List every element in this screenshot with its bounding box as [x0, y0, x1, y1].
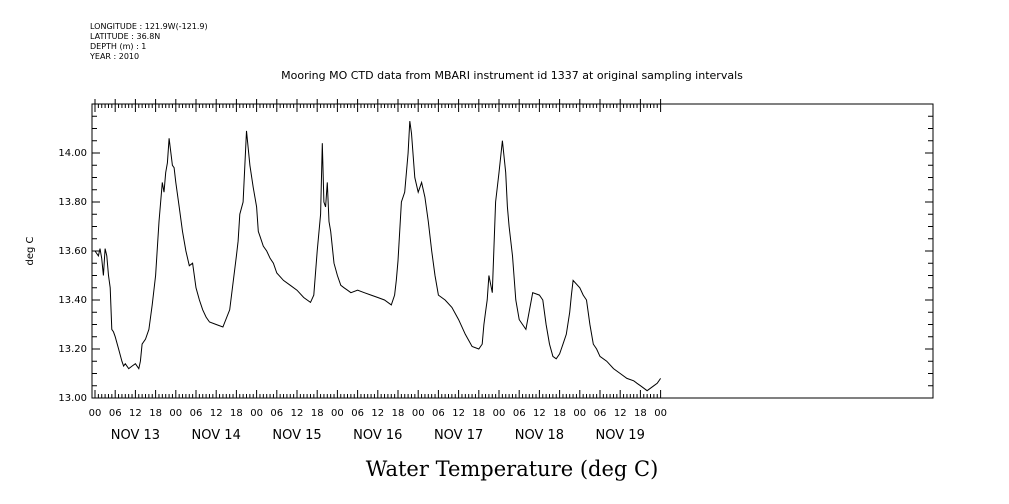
x-hour-label: 00 — [89, 408, 102, 419]
x-hour-label: 12 — [614, 408, 627, 419]
x-hour-label: 18 — [472, 408, 485, 419]
x-day-label: NOV 18 — [515, 428, 564, 443]
x-hour-label: 12 — [533, 408, 546, 419]
x-hour-label: 18 — [149, 408, 162, 419]
y-axis: 13.00 13.20 13.40 13.60 13.80 14.00 — [58, 103, 933, 404]
x-hour-label: 18 — [634, 408, 647, 419]
x-hour-label: 12 — [371, 408, 384, 419]
metadata-block: LONGITUDE : 121.9W(-121.9) LATITUDE : 36… — [90, 22, 208, 62]
x-hour-label: 00 — [573, 408, 586, 419]
depth-text: DEPTH (m) : 1 — [90, 42, 147, 51]
x-axis: 00 06 12 18 00 06 12 18 00 06 12 18 00 06 12 18 00 06 12 18… — [89, 99, 667, 443]
x-hour-label: 06 — [109, 408, 122, 419]
x-hour-label: 12 — [291, 408, 304, 419]
x-hour-label: 18 — [230, 408, 243, 419]
x-day-label: NOV 19 — [596, 428, 645, 443]
year-text: YEAR : 2010 — [90, 52, 140, 61]
x-hour-label: 06 — [351, 408, 364, 419]
x-day-label: NOV 17 — [434, 428, 483, 443]
latitude-text: LATITUDE : 36.8N — [90, 32, 161, 41]
x-hour-label: 00 — [250, 408, 263, 419]
y-axis-label: deg C — [25, 236, 36, 265]
x-hour-label: 00 — [654, 408, 667, 419]
x-hour-label: 18 — [311, 408, 324, 419]
x-hour-label: 00 — [493, 408, 506, 419]
x-hour-label: 18 — [553, 408, 566, 419]
x-day-label: NOV 16 — [353, 428, 402, 443]
x-hour-label: 18 — [392, 408, 405, 419]
series-line — [94, 121, 662, 392]
x-hour-label: 06 — [513, 408, 526, 419]
x-hour-label: 06 — [270, 408, 283, 419]
x-hour-label: 12 — [129, 408, 142, 419]
x-hour-label: 12 — [210, 408, 223, 419]
y-tick-label: 13.20 — [58, 344, 87, 355]
x-hour-label: 00 — [412, 408, 425, 419]
x-hour-label: 06 — [190, 408, 203, 419]
x-day-label: NOV 14 — [192, 428, 241, 443]
x-hour-label: 06 — [594, 408, 607, 419]
y-tick-label: 13.40 — [58, 295, 87, 306]
y-tick-label: 14.00 — [58, 148, 87, 159]
x-hour-label: 12 — [452, 408, 465, 419]
x-hour-label: 00 — [331, 408, 344, 419]
y-tick-label: 13.00 — [58, 393, 87, 404]
chart-title: Mooring MO CTD data from MBARI instrumen… — [281, 69, 743, 82]
x-axis-label: Water Temperature (deg C) — [366, 457, 659, 481]
x-day-label: NOV 15 — [272, 428, 321, 443]
y-tick-label: 13.80 — [58, 197, 87, 208]
x-day-label: NOV 13 — [111, 428, 160, 443]
x-hour-label: 00 — [169, 408, 182, 419]
x-hour-label: 06 — [432, 408, 445, 419]
plot-frame — [91, 103, 934, 399]
longitude-text: LONGITUDE : 121.9W(-121.9) — [90, 22, 208, 31]
y-tick-label: 13.60 — [58, 246, 87, 257]
